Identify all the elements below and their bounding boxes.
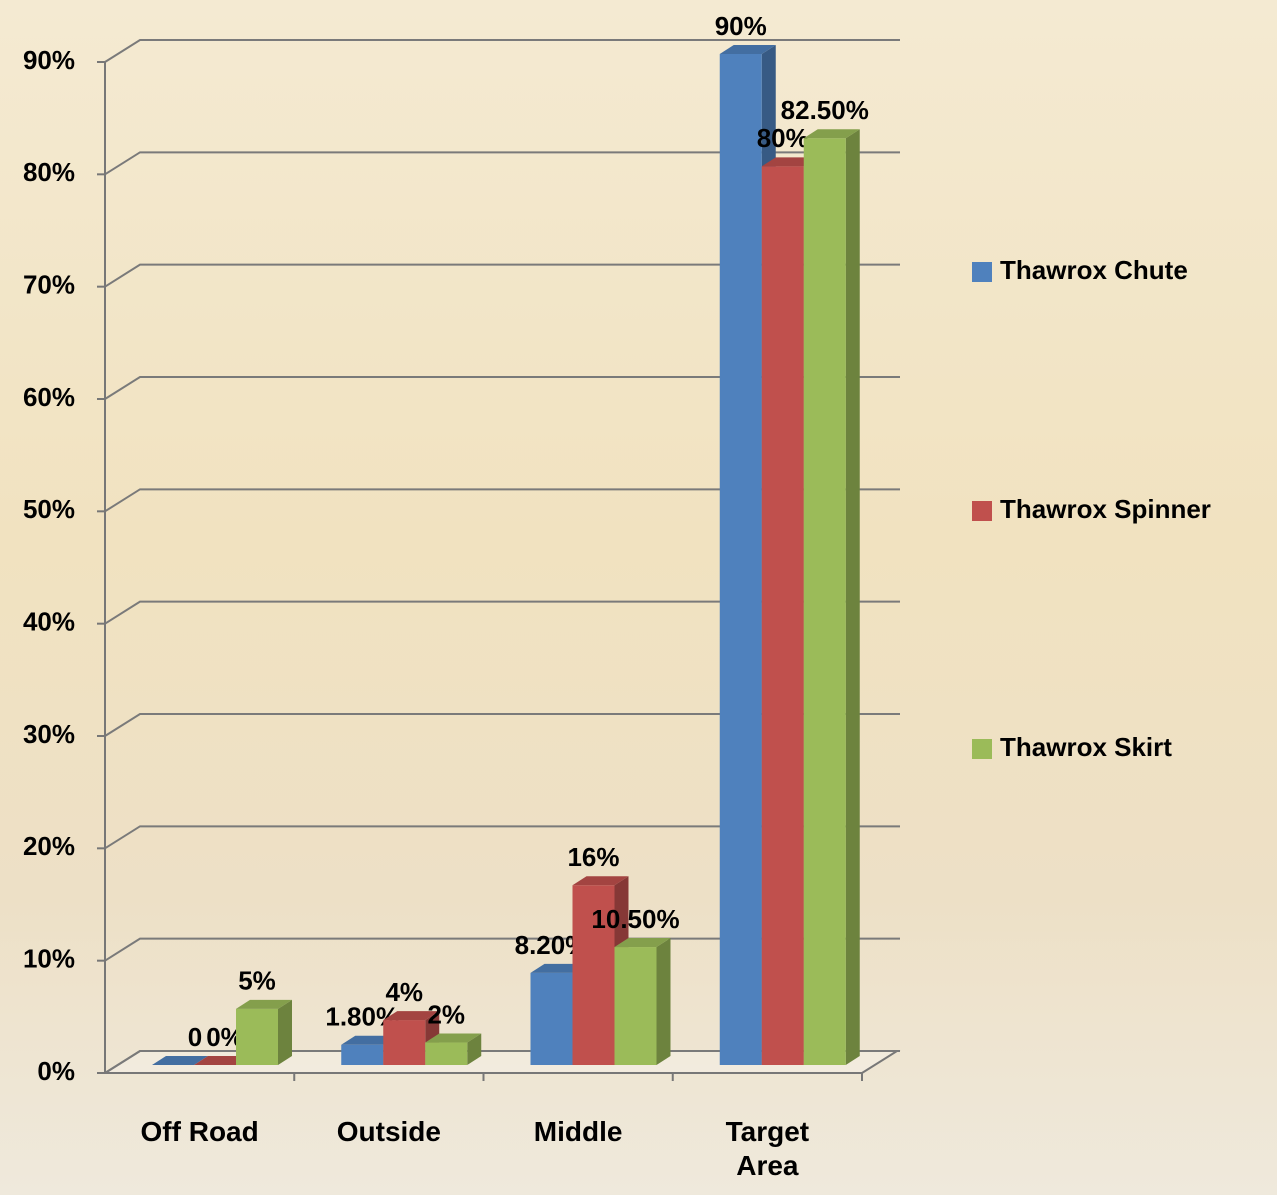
y-tick-label: 90% [23, 45, 75, 75]
x-tick-label: Off Road [125, 1115, 275, 1149]
value-label: 82.50% [781, 95, 869, 125]
bar [804, 138, 846, 1065]
legend-swatch [972, 501, 992, 521]
chart: 0%10%20%30%40%50%60%70%80%90%00%5%1.80%4… [0, 0, 1277, 1195]
bar [720, 54, 762, 1065]
value-label: 16% [567, 842, 619, 872]
y-tick-label: 30% [23, 719, 75, 749]
bar [383, 1020, 425, 1065]
grid-line [105, 40, 900, 62]
y-tick-label: 60% [23, 382, 75, 412]
y-tick-label: 10% [23, 944, 75, 974]
plot: 0%10%20%30%40%50%60%70%80%90%00%5%1.80%4… [0, 0, 1277, 1195]
x-tick-label: Outside [314, 1115, 464, 1149]
bar-side [846, 129, 860, 1065]
legend-label: Thawrox Chute [1000, 255, 1188, 285]
y-tick-label: 50% [23, 494, 75, 524]
value-label: 2% [427, 999, 465, 1029]
bar-side [278, 1000, 292, 1065]
bar [425, 1043, 467, 1065]
bar [341, 1045, 383, 1065]
y-tick-label: 80% [23, 157, 75, 187]
bar-side [657, 938, 671, 1065]
value-label: 4% [385, 977, 423, 1007]
y-tick-label: 0% [37, 1056, 75, 1086]
value-label: 5% [238, 966, 276, 996]
y-tick-label: 40% [23, 607, 75, 637]
y-tick-label: 70% [23, 270, 75, 300]
legend-swatch [972, 262, 992, 282]
legend-label: Thawrox Skirt [1000, 732, 1172, 762]
value-label: 10.50% [591, 904, 679, 934]
bar [236, 1009, 278, 1065]
bar [531, 973, 573, 1065]
legend-label: Thawrox Spinner [1000, 494, 1211, 524]
x-tick-label: Middle [503, 1115, 653, 1149]
x-tick-label: Target Area [712, 1115, 822, 1183]
value-label: 80% [757, 123, 809, 153]
legend-swatch [972, 739, 992, 759]
bar [762, 166, 804, 1065]
value-label: 90% [715, 11, 767, 41]
bar [615, 947, 657, 1065]
y-tick-label: 20% [23, 831, 75, 861]
value-label: 0 [188, 1022, 202, 1052]
